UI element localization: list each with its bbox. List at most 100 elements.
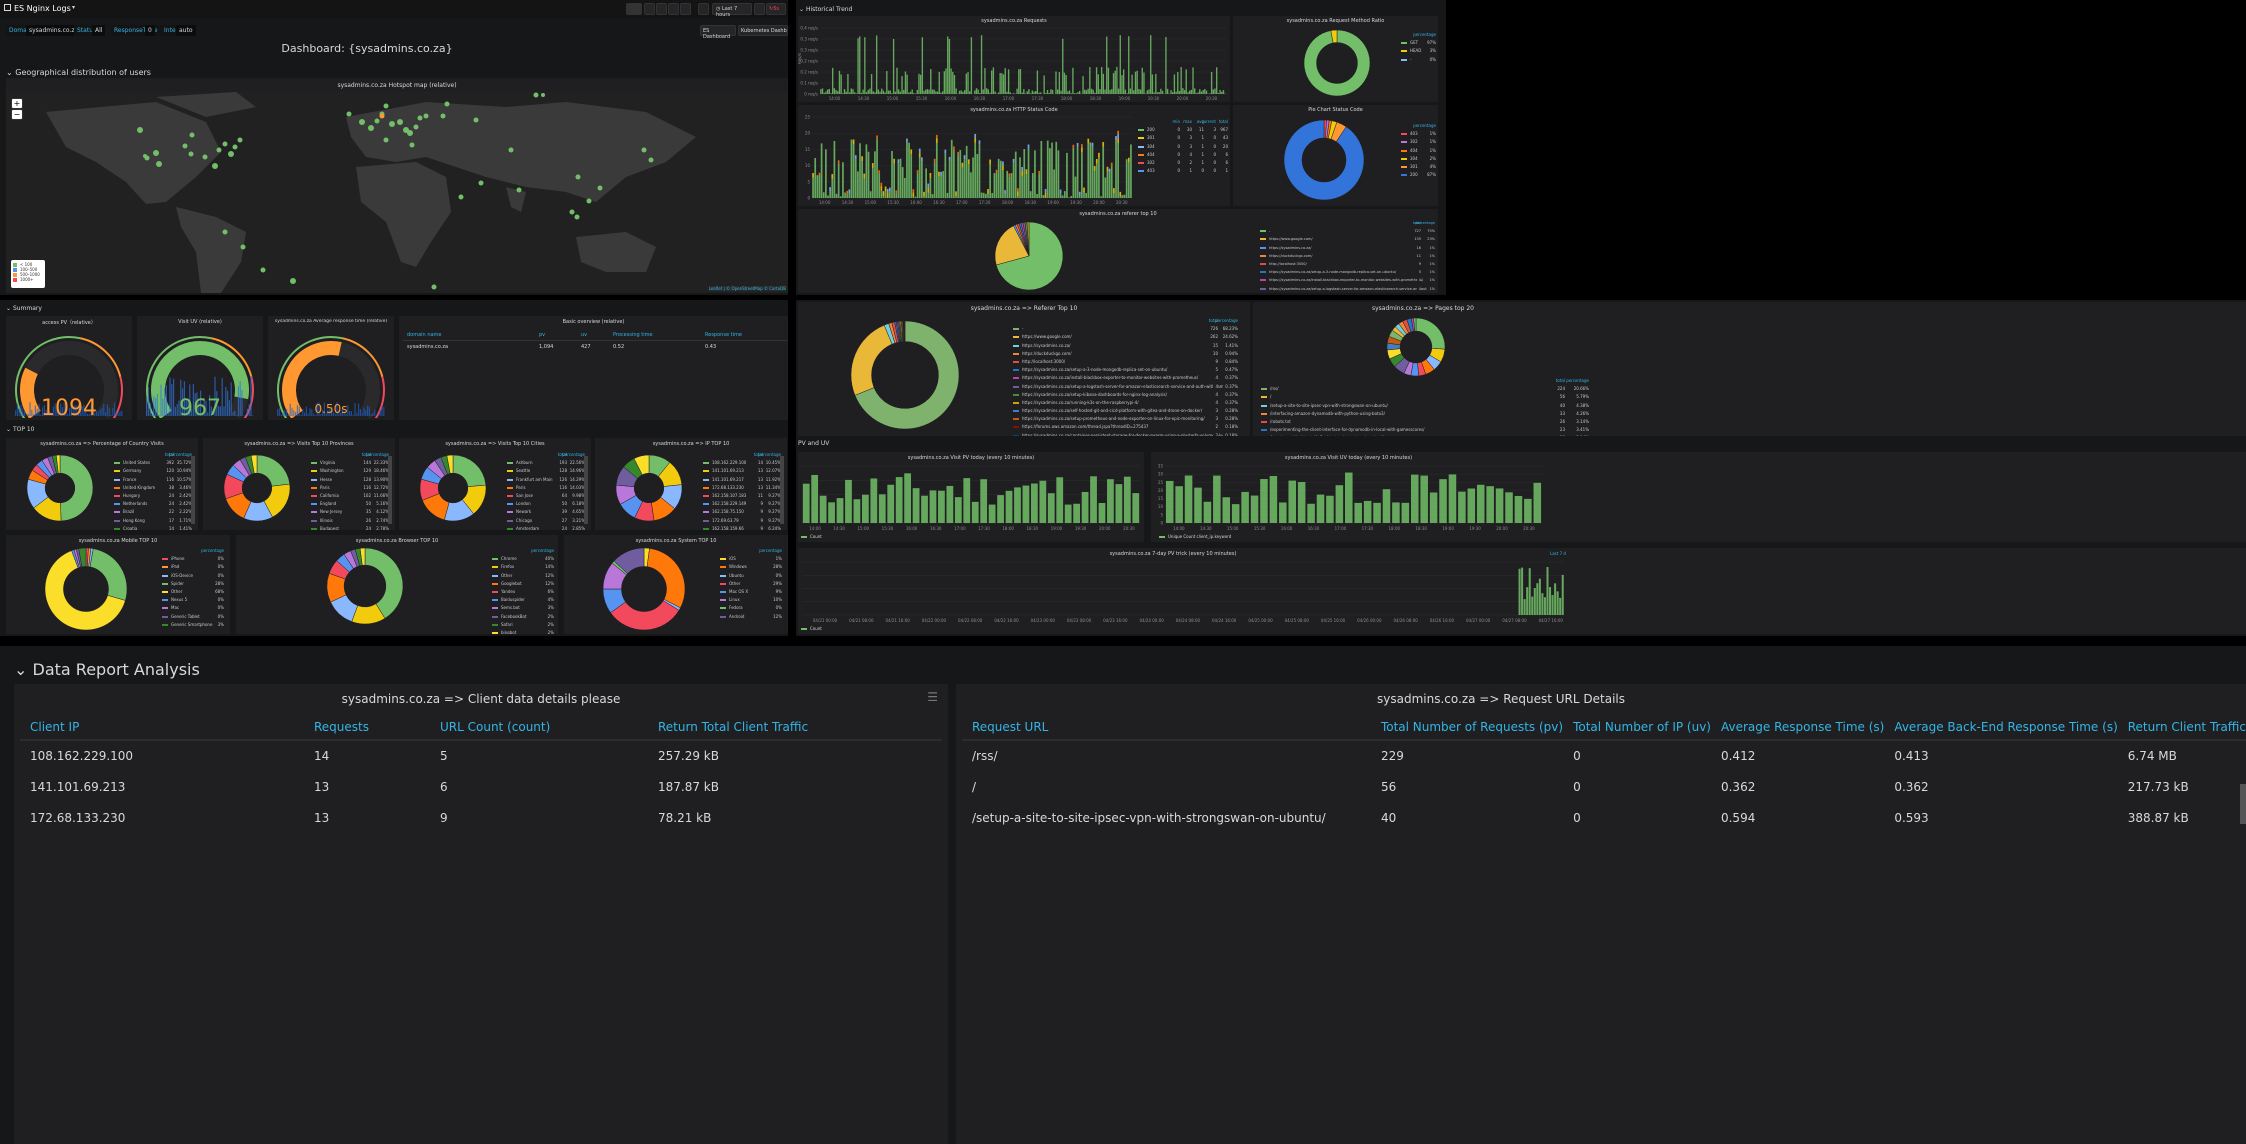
bar[interactable] [891,151,893,198]
bar[interactable] [825,91,827,94]
bar[interactable] [852,89,854,94]
bar[interactable] [1536,583,1539,615]
bar[interactable] [838,70,841,94]
bar[interactable] [1138,89,1140,94]
bar[interactable] [1132,493,1140,523]
bar[interactable] [1216,67,1218,94]
bar[interactable] [1546,567,1549,615]
bar[interactable] [1004,68,1006,94]
bar[interactable] [1222,497,1231,523]
bar[interactable] [1008,173,1011,177]
bar[interactable] [1153,92,1155,94]
bar[interactable] [1184,475,1193,523]
referer-donut-chart[interactable] [850,320,960,430]
col-pv[interactable]: Total Number of Requests (pv) [1370,714,1564,741]
bar[interactable] [957,151,959,156]
legend-item[interactable]: Other 12% [492,572,554,581]
bar[interactable] [1040,140,1043,198]
bar[interactable] [985,193,987,198]
bar[interactable] [1354,502,1362,523]
bar[interactable] [1049,148,1051,198]
bar[interactable] [1031,90,1033,94]
bar[interactable] [1559,597,1562,615]
bar[interactable] [1222,90,1225,94]
bar[interactable] [876,135,878,139]
bar[interactable] [1172,92,1174,94]
bar[interactable] [931,194,934,198]
bar[interactable] [918,157,921,198]
bar[interactable] [1085,192,1087,198]
bar[interactable] [895,193,898,198]
bar[interactable] [1124,89,1127,94]
bar[interactable] [946,192,949,198]
bar[interactable] [1093,166,1096,171]
legend-col-header[interactable]: percentage [1215,318,1238,323]
table-row[interactable]: /setup-a-site-to-site-ipsec-vpn-with-str… [962,802,2246,833]
bar[interactable] [857,38,859,94]
bar[interactable] [884,92,886,94]
pie-slice[interactable] [995,221,1064,291]
legend-item[interactable]: -726 68.23% [1013,326,1238,334]
pie-slice[interactable] [364,547,404,619]
bar[interactable] [893,158,895,164]
bar[interactable] [861,161,863,198]
bar[interactable] [1089,67,1091,94]
bar[interactable] [1023,89,1025,94]
bar[interactable] [1042,195,1045,198]
bar[interactable] [1335,485,1344,523]
legend-item[interactable]: 162.158.159.66 9 6.24% [703,525,781,530]
bar[interactable] [836,498,844,523]
bar[interactable] [992,67,995,94]
bar[interactable] [940,92,942,94]
bar[interactable] [1081,147,1083,153]
bar[interactable] [936,91,939,94]
bar[interactable] [1017,191,1019,197]
bar[interactable] [895,190,898,194]
bar[interactable] [1094,92,1096,94]
bar[interactable] [882,90,885,94]
legend-scrollbar[interactable] [191,456,195,524]
bar[interactable] [1024,93,1027,94]
bar[interactable] [1119,191,1122,197]
bar[interactable] [1204,88,1206,94]
map-attribution[interactable]: Leaflet | © OpenStreetMap © CartoDB [708,286,786,291]
legend-item[interactable]: https://duckduckgo.com/10 0.94% [1013,350,1238,359]
bar[interactable] [884,191,887,198]
bar[interactable] [940,171,942,176]
legend-item[interactable]: Brazil 22 2.22% [114,509,192,517]
legend-item[interactable]: New Jersey 35 4.12% [311,509,389,517]
bar[interactable] [944,153,947,198]
col-uv[interactable]: uv [581,332,588,338]
legend-item[interactable]: Other 68% [162,588,224,597]
bar[interactable] [1098,503,1106,523]
bar[interactable] [1007,69,1010,94]
bar[interactable] [980,35,983,94]
bar[interactable] [835,193,838,198]
bar[interactable] [845,479,852,523]
legend-col-header[interactable]: percentage [1413,123,1436,128]
bar[interactable] [925,168,927,198]
bar[interactable] [831,174,834,179]
legend-item[interactable]: California 102 11.66% [311,492,389,501]
top10-donut-chart[interactable] [223,454,291,522]
bar[interactable] [921,161,923,198]
legend-item[interactable]: /setup-a-site-to-site-ipsec-vpn-with-str… [1261,402,1589,411]
bar[interactable] [860,92,863,94]
bar[interactable] [1139,89,1142,94]
bar[interactable] [901,76,903,94]
top10-donut-chart[interactable] [26,454,94,522]
bar[interactable] [859,143,861,198]
bar[interactable] [938,71,940,94]
bar[interactable] [1373,502,1381,523]
legend-item[interactable]: Mac 0% [162,605,224,613]
legend-col-header[interactable]: total [1208,318,1218,323]
gear-icon[interactable] [680,3,691,15]
bar[interactable] [909,91,912,94]
pie-slice[interactable] [446,454,454,474]
bar[interactable] [874,151,876,198]
var-select-responsetime[interactable]: 0 [145,25,155,36]
bar[interactable] [1194,88,1196,94]
bar[interactable] [1130,144,1132,198]
bar[interactable] [1127,162,1130,198]
bar[interactable] [821,88,824,94]
